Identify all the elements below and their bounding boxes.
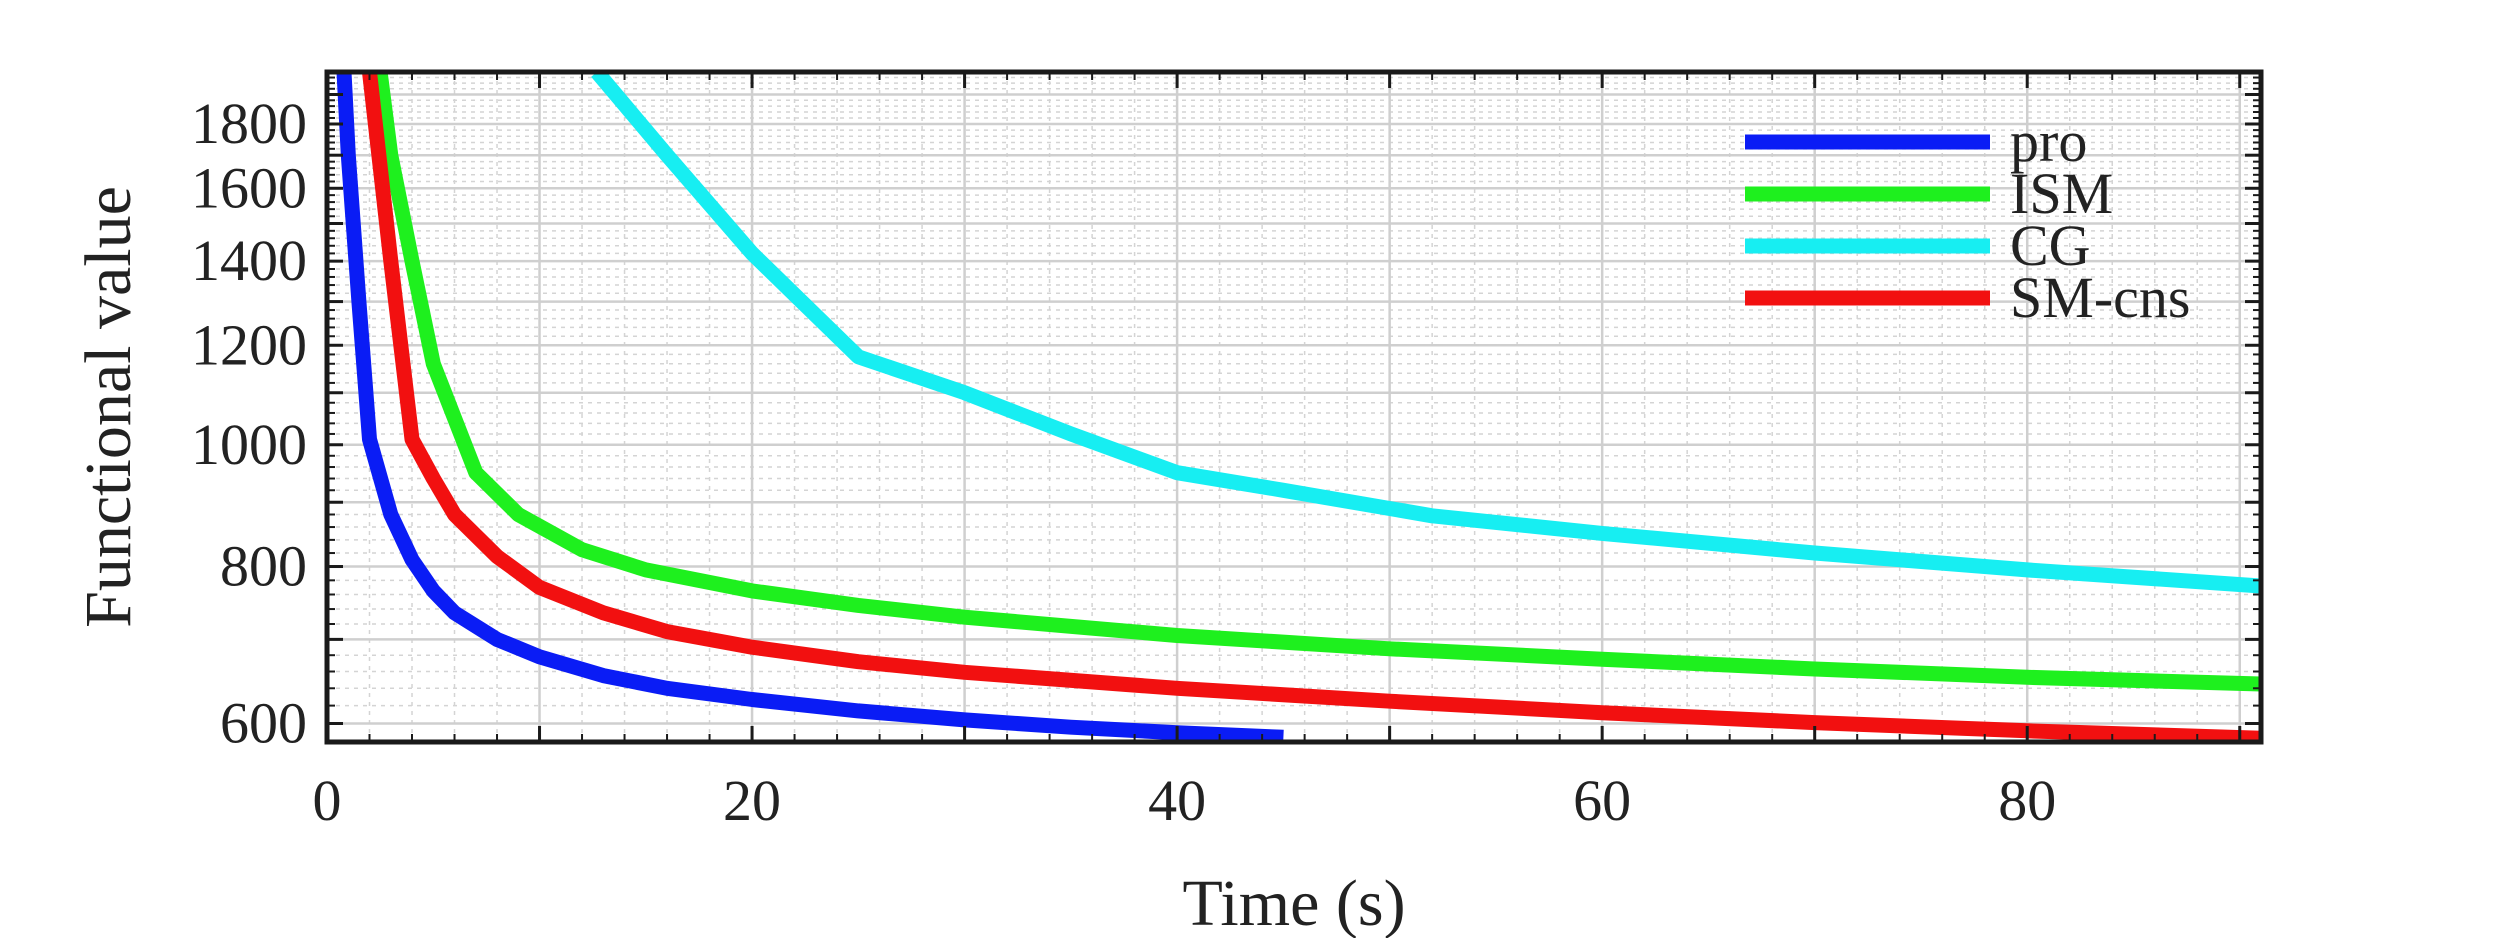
y-axis-title: Functional value <box>72 186 145 628</box>
x-tick-label: 60 <box>1573 768 1631 833</box>
x-tick-label: 0 <box>313 768 342 833</box>
series-line-ism <box>372 72 2261 692</box>
y-tick-label: 1800 <box>191 91 307 156</box>
legend-label: SM-cns <box>2010 265 2190 330</box>
series-line-pro <box>336 72 1284 742</box>
plot-frame <box>324 69 2264 745</box>
legend-label: ISM <box>2010 161 2113 226</box>
y-tick-label: 1200 <box>191 312 307 377</box>
x-tick-label: 80 <box>1998 768 2056 833</box>
y-tick-label: 1600 <box>191 155 307 220</box>
series-layer <box>336 72 2261 742</box>
y-tick-label: 1000 <box>191 412 307 477</box>
series-line-cg <box>591 72 2261 594</box>
y-tick-label: 1400 <box>191 228 307 293</box>
series-line-sm-cns <box>362 72 2261 742</box>
x-axis-title: Time (s) <box>1182 867 1405 938</box>
x-tick-label: 40 <box>1148 768 1206 833</box>
axis-ticks <box>327 72 2261 742</box>
y-tick-label: 800 <box>220 534 307 599</box>
x-tick-label: 20 <box>723 768 781 833</box>
legend-label: pro <box>2010 109 2087 174</box>
y-tick-label: 600 <box>220 691 307 756</box>
legend-label: CG <box>2010 213 2091 278</box>
x-tick-labels: 0 20 40 60 80 <box>313 768 2057 833</box>
